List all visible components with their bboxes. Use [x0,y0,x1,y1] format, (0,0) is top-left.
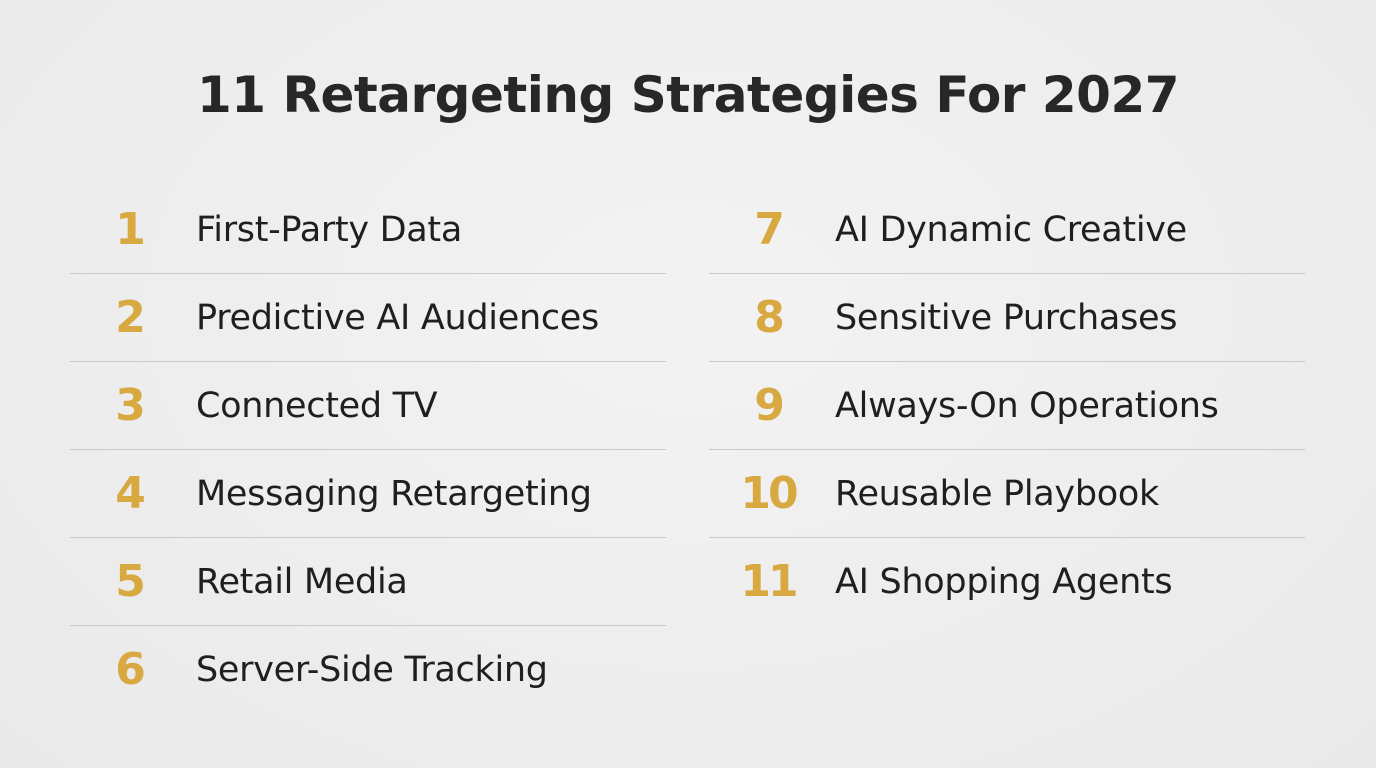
item-label: Reusable Playbook [835,474,1159,514]
list-item: 9 Always-On Operations [709,362,1305,450]
item-label: AI Shopping Agents [835,562,1173,602]
list-item: 11 AI Shopping Agents [709,538,1305,626]
item-label: Sensitive Purchases [835,298,1178,338]
item-number: 4 [115,468,146,519]
item-label: Connected TV [196,386,438,426]
item-number: 11 [740,556,798,607]
page-title: 11 Retargeting Strategies For 2027 [196,66,1180,124]
list-item: 6 Server-Side Tracking [70,626,666,714]
item-label: Server-Side Tracking [196,650,548,690]
item-number: 9 [754,380,785,431]
item-number: 10 [740,468,798,519]
item-number: 1 [115,204,146,255]
item-number: 7 [754,204,785,255]
item-number: 8 [754,292,785,343]
item-number: 6 [115,644,146,695]
list-item: 1 First-Party Data [70,186,666,274]
list-item: 10 Reusable Playbook [709,450,1305,538]
strategy-list-left: 1 First-Party Data 2 Predictive AI Audie… [70,186,666,714]
item-label: AI Dynamic Creative [835,210,1187,250]
list-item: 5 Retail Media [70,538,666,626]
item-label: Retail Media [196,562,408,602]
item-label: First-Party Data [196,210,462,250]
strategy-list-right: 7 AI Dynamic Creative 8 Sensitive Purcha… [709,186,1305,626]
list-item: 4 Messaging Retargeting [70,450,666,538]
list-item: 8 Sensitive Purchases [709,274,1305,362]
item-number: 5 [115,556,146,607]
list-item: 3 Connected TV [70,362,666,450]
item-label: Messaging Retargeting [196,474,592,514]
list-item: 7 AI Dynamic Creative [709,186,1305,274]
item-label: Always-On Operations [835,386,1219,426]
item-number: 2 [115,292,146,343]
item-label: Predictive AI Audiences [196,298,599,338]
item-number: 3 [115,380,146,431]
list-item: 2 Predictive AI Audiences [70,274,666,362]
